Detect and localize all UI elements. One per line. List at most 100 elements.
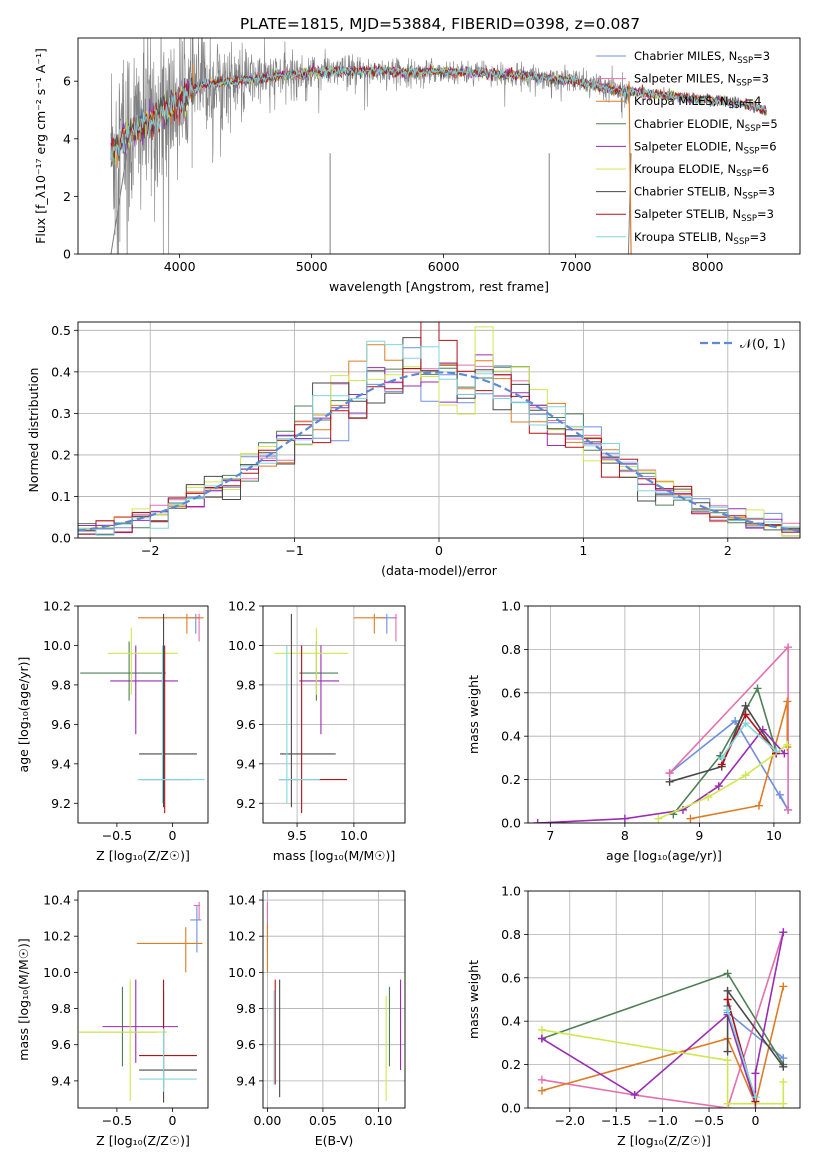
x-tick-label: 1	[579, 543, 587, 558]
x-tick-label: 0.10	[364, 1113, 392, 1128]
y-tick-label: 0.2	[51, 447, 71, 462]
y-tick-label: 1.0	[501, 884, 521, 899]
y-tick-label: 0.0	[501, 816, 521, 831]
errorbar-chabrier-stelib	[280, 613, 336, 808]
x-axis-label: Z [log₁₀(Z/Z☉)]	[617, 1133, 711, 1148]
series-line	[672, 686, 777, 815]
y-tick-label: 0	[63, 247, 71, 262]
panel-spectrum: 4000 5000 6000 7000 8000 0 2 4 6 wavelength [Angs…	[33, 37, 801, 294]
panel-mass_vs_z: −0.5 0 9.4 9.6 9.8 10.0 10.2 10.4 Z [log₁₀(Z/Z☉)…	[16, 890, 209, 1148]
errorbar-salpeter-stelib	[139, 979, 197, 1089]
series-marker	[537, 1034, 546, 1043]
y-tick-label: 9.6	[51, 717, 71, 732]
y-tick-label: 10.2	[43, 929, 71, 944]
y-tick-label: 6	[63, 74, 71, 89]
series-marker	[537, 1025, 546, 1034]
errorbar-chabrier-miles	[376, 613, 396, 634]
y-tick-label: 0.6	[501, 970, 521, 985]
series-kroupa-elodie	[537, 1025, 788, 1108]
series-line	[537, 728, 785, 823]
y-tick-label: 10.2	[228, 599, 256, 614]
y-tick-label: 0.4	[51, 364, 71, 379]
y-tick-label: 0.0	[51, 531, 71, 546]
series-marker	[714, 782, 723, 791]
series-line	[669, 704, 777, 783]
x-tick-label: 10	[766, 828, 782, 843]
x-tick-label: 8000	[692, 259, 724, 274]
y-axis-label: mass weight	[466, 675, 481, 754]
series-kroupa-stelib	[717, 719, 781, 762]
series-marker	[751, 1069, 760, 1078]
errorbar-chabrier-miles	[190, 905, 202, 953]
errorbar-kroupa-stelib	[278, 645, 320, 804]
errorbar-kroupa-miles	[353, 613, 386, 634]
series-marker	[723, 969, 732, 978]
x-tick-label: −0.5	[694, 1113, 724, 1128]
x-tick-label: 8	[621, 828, 629, 843]
series-marker	[784, 643, 793, 652]
x-axis-label: (data-model)/error	[381, 563, 498, 578]
legend-entry: Kroupa STELIB, NSSP=3	[634, 230, 766, 247]
y-tick-label: 2	[63, 189, 71, 204]
model-edge-drop	[628, 81, 632, 254]
x-tick-label: 9	[695, 828, 703, 843]
figure-title: PLATE=1815, MJD=53884, FIBERID=0398, z=0…	[240, 15, 640, 33]
y-tick-label: 0.2	[501, 1057, 521, 1072]
spectrum-spike	[110, 153, 128, 254]
errorbar-chabrier-miles	[188, 613, 200, 634]
series-marker	[704, 792, 713, 801]
errorbar-kroupa-stelib	[138, 645, 205, 804]
legend-entry: Kroupa MILES, NSSP=4	[634, 94, 761, 111]
y-tick-label: 9.2	[51, 796, 71, 811]
axes-frame	[77, 321, 801, 539]
axes-frame	[77, 37, 801, 255]
series-kroupa-stelib	[723, 1006, 760, 1102]
x-tick-label: −0.5	[102, 1113, 132, 1128]
x-tick-label: 0	[751, 1113, 759, 1128]
axes-frame	[527, 890, 801, 1109]
series-marker	[723, 995, 732, 1004]
histogram-salpeter-stelib	[78, 322, 800, 538]
y-tick-label: 0.6	[501, 685, 521, 700]
y-tick-label: 0.0	[501, 1101, 521, 1116]
series-marker	[537, 1075, 546, 1084]
errorbar-chabrier-elodie	[80, 641, 166, 701]
errorbar-kroupa-miles	[136, 927, 203, 973]
x-tick-label: 0.00	[254, 1113, 282, 1128]
gaussian-curve	[78, 371, 800, 532]
legend-entry: Salpeter MILES, NSSP=3	[634, 72, 769, 89]
y-tick-label: 9.8	[51, 1001, 71, 1016]
series-marker	[775, 790, 784, 799]
legend-entry-gaussian: 𝒩(0, 1)	[740, 336, 786, 351]
legend-entry: Chabrier MILES, NSSP=3	[634, 49, 770, 66]
x-tick-label: −2	[141, 543, 159, 558]
y-tick-label: 0.2	[501, 772, 521, 787]
series-kroupa-elodie	[654, 740, 792, 823]
series-marker	[665, 769, 674, 778]
errorbar-chabrier-stelib	[139, 990, 197, 1103]
y-tick-label: 9.4	[236, 1073, 256, 1088]
model-spectrum-kroupa-stelib	[110, 65, 768, 162]
axes-frame	[262, 890, 406, 1109]
y-tick-label: 10.2	[228, 929, 256, 944]
x-tick-label: 9.5	[287, 828, 307, 843]
data-spectrum-line	[110, 38, 632, 254]
series-line	[726, 1010, 757, 1098]
axes-frame	[262, 605, 406, 824]
legend-entry: Chabrier ELODIE, NSSP=5	[634, 117, 778, 134]
axes-frame	[77, 605, 209, 824]
y-tick-label: 10.0	[43, 965, 71, 980]
errorbar-salpeter-miles	[392, 613, 398, 642]
model-spectrum-kroupa-elodie	[110, 65, 768, 165]
y-tick-label: 9.6	[51, 1037, 71, 1052]
series-marker	[723, 1047, 732, 1056]
series-marker	[741, 771, 750, 780]
series-marker	[723, 1099, 732, 1108]
series-marker	[620, 814, 629, 823]
series-marker	[779, 1077, 788, 1086]
y-tick-label: 10.4	[228, 893, 256, 908]
series-marker	[533, 819, 542, 823]
legend-entry: Salpeter ELODIE, NSSP=6	[634, 139, 777, 156]
panel-weight_vs_age: 7 8 9 10 0.0 0.2 0.4 0.6 0.8 1.0 age [log₁₀(age/yr…	[466, 599, 801, 863]
